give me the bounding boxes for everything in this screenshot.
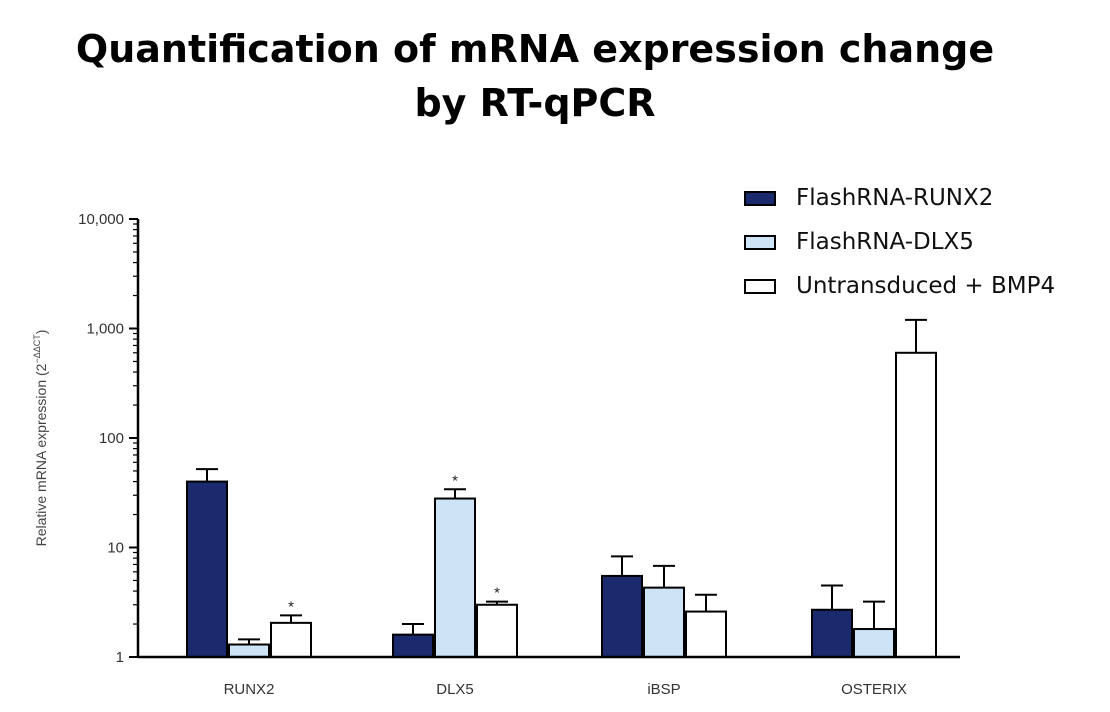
legend-label-flashrna-dlx5: FlashRNA-DLX5 [796,229,974,255]
chart-title-line-1: Quantification of mRNA expression change [75,27,995,71]
y-tick-label-10000: 10,000 [78,211,124,228]
y-tick-label-100: 100 [99,430,124,447]
x-tick-label-ibsp: iBSP [647,681,680,698]
x-tick-label-dlx5: DLX5 [436,681,474,698]
legend-label-flashrna-runx2: FlashRNA-RUNX2 [796,185,994,211]
bar-untransduced-bmp4-dlx5 [476,603,518,659]
legend-label-untransduced-bmp4: Untransduced + BMP4 [796,273,1056,299]
legend-item-flashrna-dlx5: FlashRNA-DLX5 [744,220,1055,264]
legend-swatch-flashrna-dlx5 [744,234,776,250]
bar-flashrna-runx2-runx2 [186,480,228,658]
chart-title-line-2: by RT-qPCR [414,81,656,125]
significance-marker-flashrna-dlx5-dlx5: * [452,472,458,489]
bar-flashrna-runx2-dlx5 [392,633,434,659]
bar-flashrna-runx2-ibsp [601,574,643,659]
bar-untransduced-bmp4-runx2 [270,621,312,659]
bar-flashrna-dlx5-runx2 [228,643,270,658]
x-tick-label-runx2: RUNX2 [224,681,275,698]
chart-title: Quantification of mRNA expression change… [0,22,1070,130]
legend-item-flashrna-runx2: FlashRNA-RUNX2 [744,176,1055,220]
chart-legend: FlashRNA-RUNX2 FlashRNA-DLX5 Untransduce… [744,176,1055,308]
significance-marker-untransduced-bmp4-runx2: * [288,598,294,615]
bar-untransduced-bmp4-osterix [895,351,937,658]
bar-flashrna-dlx5-osterix [853,628,895,659]
y-tick-label-10: 10 [107,540,124,557]
y-axis-title: Relative mRNA expression (2−ΔΔCT) [32,330,49,547]
bar-flashrna-dlx5-dlx5 [434,497,476,658]
legend-item-untransduced-bmp4: Untransduced + BMP4 [744,264,1055,308]
y-tick-label-1000: 1,000 [86,321,124,338]
significance-marker-untransduced-bmp4-dlx5: * [494,585,500,602]
legend-swatch-untransduced-bmp4 [744,278,776,294]
x-tick-label-osterix: OSTERIX [841,681,907,698]
legend-swatch-flashrna-runx2 [744,190,776,206]
bar-untransduced-bmp4-ibsp [685,610,727,659]
bar-flashrna-dlx5-ibsp [643,586,685,658]
y-tick-label-1: 1 [116,649,124,666]
bar-flashrna-runx2-osterix [811,608,853,659]
